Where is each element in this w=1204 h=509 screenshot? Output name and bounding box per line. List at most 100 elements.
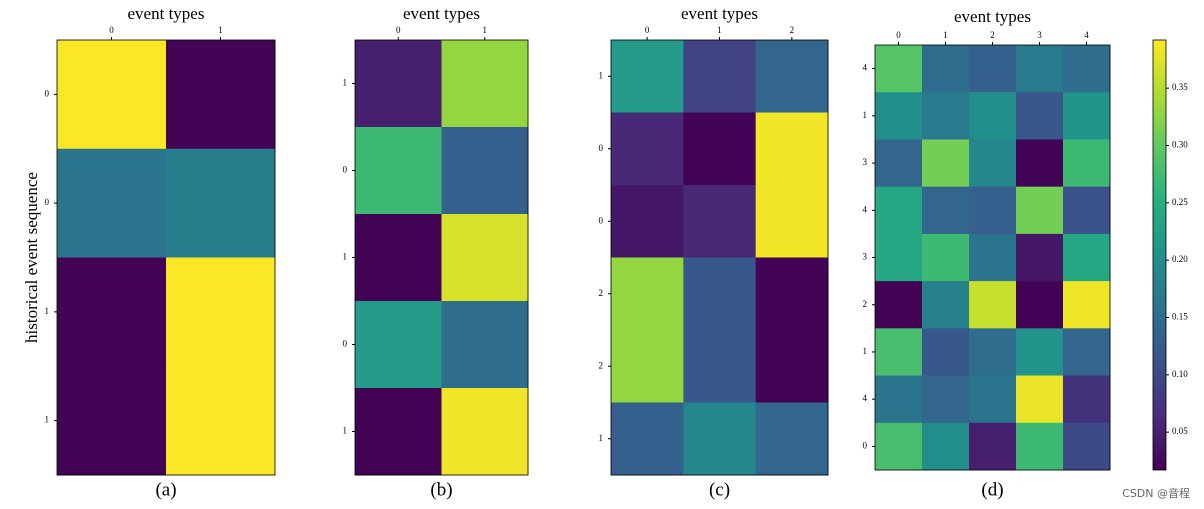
caption: (c)	[709, 479, 730, 500]
y-tick-label: 0	[343, 339, 348, 349]
heatmap-cell	[355, 214, 442, 302]
caption: (b)	[430, 479, 452, 500]
heatmap-cell	[57, 148, 167, 258]
x-axis-title: event types	[403, 4, 480, 23]
heatmap-cell	[922, 186, 970, 235]
heatmap-cell	[683, 257, 757, 331]
heatmap-cell	[611, 185, 684, 258]
colorbar-tick-label: 0.05	[1172, 426, 1188, 436]
heatmap-cell	[1016, 92, 1064, 140]
y-tick-label: 2	[599, 360, 604, 370]
plot-frame	[56, 39, 276, 476]
heatmap-cell	[683, 40, 757, 113]
heatmap-cell	[166, 148, 276, 258]
x-axis-title: event types	[954, 7, 1031, 26]
heatmap-cell	[441, 388, 529, 476]
x-axis-title: event types	[128, 4, 205, 23]
x-tick-label: 4	[1084, 30, 1089, 40]
heatmap-cell	[969, 281, 1017, 329]
heatmap-cell	[57, 257, 167, 367]
heatmap-cell	[922, 375, 970, 424]
heatmap-cell	[1016, 186, 1064, 235]
colorbar-tick-label: 0.25	[1172, 197, 1188, 207]
heatmap-cell	[683, 185, 757, 258]
y-tick-label: 2	[863, 299, 868, 309]
y-tick-label: 4	[863, 63, 868, 73]
x-tick-label: 1	[943, 30, 948, 40]
y-tick-label: 0	[863, 440, 868, 450]
heatmap-cell	[1016, 328, 1064, 377]
heatmap-cell	[1063, 375, 1111, 424]
y-tick-label: 1	[343, 252, 348, 262]
heatmap-cell	[969, 186, 1017, 235]
heatmap-cell	[969, 92, 1017, 140]
heatmap-cell	[875, 281, 923, 329]
heatmap-cell	[875, 375, 923, 424]
colorbar-tick-label: 0.30	[1172, 140, 1188, 150]
heatmap-cell	[1016, 45, 1064, 93]
heatmap-cell	[441, 127, 529, 215]
y-tick-label: 1	[343, 426, 348, 436]
heatmap-cell	[755, 185, 829, 258]
heatmap-cell	[1063, 328, 1111, 377]
x-tick-label: 1	[717, 25, 722, 35]
heatmap-cell	[611, 257, 684, 331]
heatmap-cell	[441, 40, 529, 128]
y-tick-label: 1	[599, 70, 604, 80]
heatmap-cell	[922, 233, 970, 282]
colorbar-tick-label: 0.35	[1172, 82, 1188, 92]
y-tick-label: 0	[343, 165, 348, 175]
y-tick-label: 1	[863, 346, 868, 356]
heatmap-cell	[755, 402, 829, 476]
heatmap-cell	[922, 422, 970, 471]
y-tick-label: 1	[863, 110, 868, 120]
heatmap-cell	[166, 257, 276, 367]
y-axis-title: historical event sequence	[22, 172, 41, 343]
y-tick-label: 1	[599, 433, 604, 443]
heatmap-cell	[875, 186, 923, 235]
heatmap-cell	[755, 257, 829, 331]
y-tick-label: 1	[45, 306, 50, 316]
y-tick-label: 4	[863, 393, 868, 403]
heatmap-cell	[683, 402, 757, 476]
heatmap-cell	[969, 375, 1017, 424]
heatmap-cell	[875, 328, 923, 377]
heatmap-cell	[611, 112, 684, 186]
heatmap-cell	[755, 112, 829, 186]
heatmap-cell	[875, 233, 923, 282]
heatmap-cell	[922, 92, 970, 140]
x-tick-label: 0	[645, 25, 650, 35]
heatmap-cell	[683, 330, 757, 403]
y-tick-label: 0	[599, 215, 604, 225]
heatmap-cell	[355, 301, 442, 389]
heatmap-cell	[1016, 375, 1064, 424]
heatmap-cell	[57, 366, 167, 476]
heatmap-cell	[57, 40, 167, 150]
heatmap-cell	[875, 139, 923, 188]
x-tick-label: 3	[1037, 30, 1042, 40]
colorbar-tick-label: 0.10	[1172, 369, 1188, 379]
heatmap-cell	[1063, 139, 1111, 188]
heatmap-cell	[683, 112, 757, 186]
heatmap-cell	[875, 422, 923, 471]
heatmap-cell	[875, 45, 923, 93]
heatmap-cell	[611, 330, 684, 403]
x-tick-label: 0	[109, 25, 114, 35]
heatmap-cell	[441, 214, 529, 302]
x-tick-label: 0	[896, 30, 901, 40]
colorbar-tick-label: 0.20	[1172, 254, 1188, 264]
heatmap-cell	[875, 92, 923, 140]
y-tick-label: 0	[45, 88, 50, 98]
watermark: CSDN @音程	[1122, 486, 1190, 500]
heatmap-cell	[969, 422, 1017, 471]
x-tick-label: 2	[790, 25, 795, 35]
x-tick-label: 0	[396, 25, 401, 35]
caption: (d)	[981, 479, 1003, 500]
heatmap-cell	[611, 40, 684, 113]
heatmap-cell	[922, 328, 970, 377]
heatmap-cell	[611, 402, 684, 476]
y-tick-label: 4	[863, 204, 868, 214]
heatmap-cell	[969, 233, 1017, 282]
heatmap-cell	[441, 301, 529, 389]
heatmap-cell	[969, 328, 1017, 377]
